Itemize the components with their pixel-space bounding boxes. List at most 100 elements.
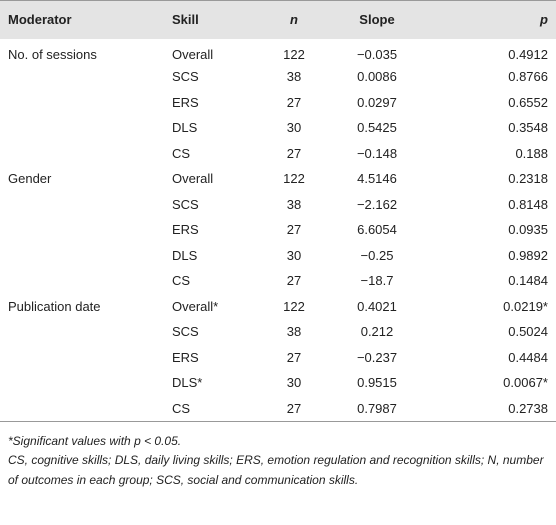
- table-cell: −18.7: [360, 273, 394, 289]
- table-cell: 27: [286, 273, 302, 289]
- table-cell: 122: [283, 298, 305, 314]
- table-cell: DLS*: [172, 375, 203, 391]
- moderator-cell: No. of sessions: [8, 46, 97, 62]
- table-cell: 30: [286, 247, 302, 263]
- table-cell: 27: [286, 94, 302, 110]
- table-cell: −0.25: [360, 247, 394, 263]
- table-cell: 27: [286, 349, 302, 365]
- table-cell: SCS: [172, 324, 199, 340]
- empty-cell: [0, 217, 172, 243]
- table-cell: 27: [286, 400, 302, 416]
- table-cell: −2.162: [356, 196, 398, 212]
- table-cell: 0.5024: [508, 324, 548, 340]
- table-cell: 0.7987: [357, 400, 397, 416]
- table-cell: SCS: [172, 196, 199, 212]
- table-cell: 0.1484: [508, 273, 548, 289]
- table-cell: ERS: [172, 94, 199, 110]
- table-cell: ERS: [172, 349, 199, 365]
- table-row: DLS* 30 0.9515 0.0067*: [0, 370, 556, 396]
- empty-cell: [0, 268, 172, 294]
- table-cell: 0.0297: [357, 94, 397, 110]
- table-cell: −0.148: [356, 145, 398, 161]
- empty-cell: [0, 141, 172, 167]
- table-cell: 0.8148: [508, 196, 548, 212]
- empty-cell: [0, 115, 172, 141]
- table-cell: 0.8766: [508, 69, 548, 85]
- table-cell: 0.188: [515, 145, 548, 161]
- table-cell: 122: [283, 171, 305, 187]
- table-cell: 0.212: [360, 324, 394, 340]
- empty-cell: [0, 64, 172, 90]
- table-cell: 38: [286, 324, 302, 340]
- table-cell: 27: [286, 222, 302, 238]
- table-row: CS 27 0.7987 0.2738: [0, 396, 556, 422]
- table-cell: 6.6054: [357, 222, 397, 238]
- table-cell: 4.5146: [357, 171, 397, 187]
- table-cell: 0.0935: [508, 222, 548, 238]
- table-row: CS 27 −0.148 0.188: [0, 141, 556, 167]
- empty-cell: [0, 90, 172, 116]
- table-cell: ERS: [172, 222, 199, 238]
- table-cell: CS: [172, 145, 191, 161]
- table-cell: −0.237: [356, 349, 398, 365]
- table-row: DLS 30 −0.25 0.9892: [0, 243, 556, 269]
- empty-cell: [0, 345, 172, 371]
- table-cell: 0.4912: [508, 46, 548, 62]
- table-cell: Overall*: [172, 298, 219, 314]
- data-table: Moderator Skill n Slope p No. of sessions Ove…: [0, 0, 556, 422]
- table-cell: 0.0219*: [503, 298, 548, 314]
- table-cell: 30: [286, 120, 302, 136]
- table-cell: 0.6552: [508, 94, 548, 110]
- header-cell: Moderator: [8, 12, 72, 28]
- empty-cell: [0, 370, 172, 396]
- header-cell: p: [540, 12, 548, 28]
- table-cell: CS: [172, 273, 191, 289]
- empty-cell: [0, 192, 172, 218]
- table-cell: SCS: [172, 69, 199, 85]
- table-row: SCS 38 0.212 0.5024: [0, 319, 556, 345]
- table-cell: −0.035: [356, 46, 398, 62]
- table-cell: Overall: [172, 171, 214, 187]
- table-row: No. of sessions Overall 122 −0.035 0.4912: [0, 39, 556, 65]
- table-cell: 38: [286, 69, 302, 85]
- table-cell: 0.2318: [508, 171, 548, 187]
- table-cell: DLS: [172, 247, 198, 263]
- empty-cell: [0, 243, 172, 269]
- table-row: ERS 27 −0.237 0.4484: [0, 345, 556, 371]
- header-cell: Slope: [359, 12, 395, 28]
- table-cell: 0.9892: [508, 247, 548, 263]
- table-cell: 0.2738: [508, 400, 548, 416]
- table-cell: 0.0086: [357, 69, 397, 85]
- table-cell: 0.4021: [357, 298, 397, 314]
- table-row: ERS 27 6.6054 0.0935: [0, 217, 556, 243]
- moderator-cell: Publication date: [8, 298, 101, 314]
- table-cell: Overall: [172, 46, 214, 62]
- moderator-cell: Gender: [8, 171, 52, 187]
- footnote: CS, cognitive skills; DLS, daily living …: [8, 453, 544, 487]
- table-cell: 38: [286, 196, 302, 212]
- table-row: SCS 38 −2.162 0.8148: [0, 192, 556, 218]
- header-row: Moderator Skill n Slope p: [0, 0, 556, 39]
- table-cell: 0.4484: [508, 349, 548, 365]
- table-cell: 0.0067*: [503, 375, 548, 391]
- table-row: DLS 30 0.5425 0.3548: [0, 115, 556, 141]
- header-cell: Skill: [172, 12, 199, 28]
- table-cell: DLS: [172, 120, 198, 136]
- header-cell: n: [290, 12, 298, 28]
- footnotes: *Significant values with p < 0.05. CS, co…: [0, 422, 556, 491]
- empty-cell: [0, 319, 172, 345]
- table-cell: 30: [286, 375, 302, 391]
- table-row: Publication date Overall* 122 0.4021 0.0219*: [0, 294, 556, 320]
- table-row: Gender Overall 122 4.5146 0.2318: [0, 166, 556, 192]
- table-row: CS 27 −18.7 0.1484: [0, 268, 556, 294]
- empty-cell: [0, 396, 172, 422]
- table-cell: 0.5425: [357, 120, 397, 136]
- table-cell: 27: [286, 145, 302, 161]
- table-cell: 0.3548: [508, 120, 548, 136]
- table-cell: 122: [283, 46, 305, 62]
- footnote: *Significant values with p < 0.05.: [8, 433, 182, 448]
- table-row: ERS 27 0.0297 0.6552: [0, 90, 556, 116]
- table-cell: 0.9515: [357, 375, 397, 391]
- table-row: SCS 38 0.0086 0.8766: [0, 64, 556, 90]
